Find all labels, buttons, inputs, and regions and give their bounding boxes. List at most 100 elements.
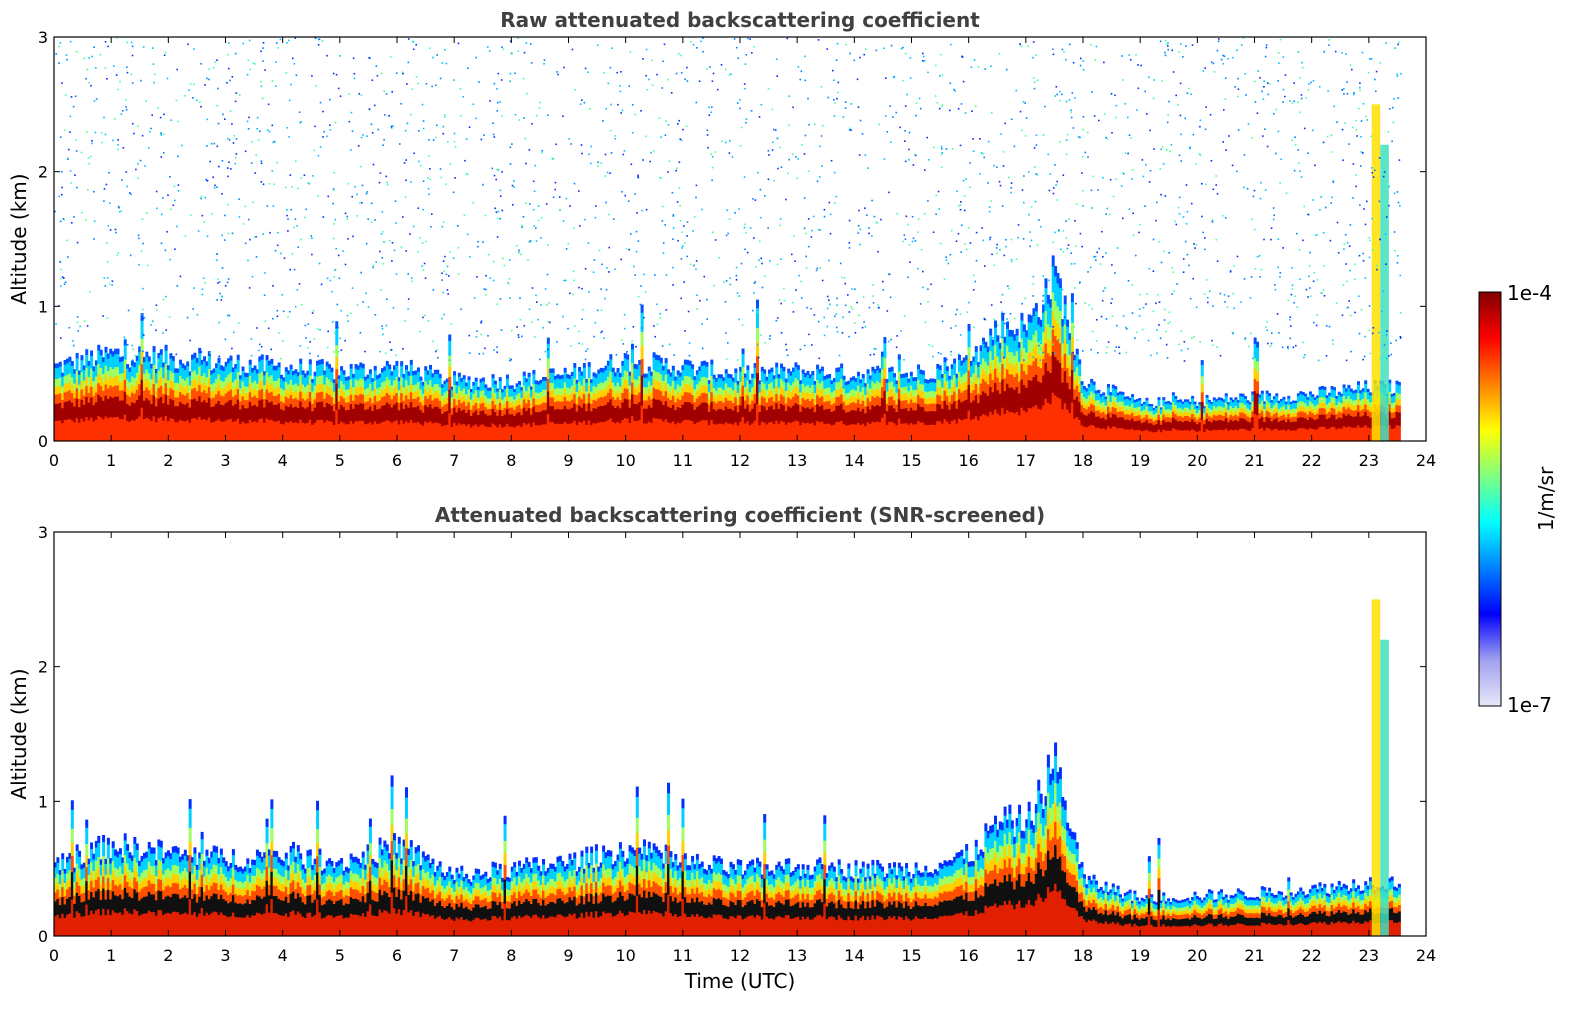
heatmap-cell xyxy=(1337,428,1341,441)
noise-point xyxy=(247,128,250,130)
heatmap-cell xyxy=(1352,390,1356,395)
heatmap-cell xyxy=(1162,429,1166,441)
heatmap-cell xyxy=(811,375,815,386)
heatmap-cell xyxy=(1099,408,1103,414)
heatmap-cell xyxy=(371,410,375,426)
noise-point xyxy=(954,325,957,327)
heatmap-cell xyxy=(294,397,298,408)
heatmap-cell xyxy=(743,423,747,441)
heatmap-cell xyxy=(1205,394,1209,399)
heatmap-cell xyxy=(849,410,853,426)
noise-point xyxy=(509,359,511,362)
heatmap-cell xyxy=(1073,399,1077,420)
heatmap-cell xyxy=(142,390,146,402)
heatmap-cell xyxy=(1063,304,1067,326)
heatmap-cell xyxy=(787,390,791,399)
heatmap-cell xyxy=(679,372,683,378)
heatmap-cell xyxy=(630,415,634,441)
heatmap-cell xyxy=(1224,428,1228,441)
heatmap-cell xyxy=(580,371,584,377)
heatmap-cell xyxy=(292,370,295,376)
heatmap-cell xyxy=(174,397,178,407)
heatmap-cell xyxy=(371,378,375,383)
noise-point xyxy=(394,200,397,202)
heatmap-cell xyxy=(154,383,158,391)
heatmap-cell xyxy=(272,365,276,371)
noise-point xyxy=(903,234,906,236)
heatmap-cell xyxy=(811,392,815,400)
noise-point xyxy=(1337,252,1340,254)
noise-point xyxy=(847,294,849,296)
heatmap-cell xyxy=(1272,414,1276,421)
noise-point xyxy=(1312,199,1314,201)
heatmap-cell xyxy=(212,372,216,384)
heatmap-cell xyxy=(277,362,281,368)
heatmap-cell xyxy=(1090,403,1094,412)
heatmap-cell xyxy=(503,407,507,416)
heatmap-cell xyxy=(97,383,101,396)
noise-point xyxy=(109,202,111,204)
heatmap-cell xyxy=(1369,417,1373,429)
heatmap-cell xyxy=(924,411,928,426)
noise-point xyxy=(448,359,451,361)
noise-point xyxy=(1091,91,1093,93)
heatmap-cell xyxy=(1308,411,1312,418)
heatmap-cell xyxy=(368,383,372,392)
noise-point xyxy=(1320,196,1322,198)
heatmap-cell xyxy=(1123,429,1127,441)
heatmap-cell xyxy=(99,349,103,356)
heatmap-cell xyxy=(455,381,459,386)
noise-point xyxy=(131,54,134,57)
heatmap-cell xyxy=(179,359,183,366)
heatmap-cell xyxy=(580,385,584,393)
heatmap-cell xyxy=(621,376,625,386)
heatmap-cell xyxy=(162,403,166,422)
noise-point xyxy=(1236,170,1238,173)
heatmap-cell xyxy=(323,398,327,408)
heatmap-cell xyxy=(936,363,940,370)
heatmap-cell xyxy=(993,320,997,329)
heatmap-cell xyxy=(1128,410,1132,416)
noise-point xyxy=(1349,224,1352,226)
heatmap-cell xyxy=(1308,428,1312,441)
noise-point xyxy=(288,99,291,102)
heatmap-cell xyxy=(630,363,634,374)
heatmap-cell xyxy=(885,379,889,384)
heatmap-cell xyxy=(1296,407,1300,413)
heatmap-cell xyxy=(633,363,637,369)
heatmap-cell xyxy=(602,397,606,407)
noise-point xyxy=(376,74,379,77)
noise-point xyxy=(603,72,605,74)
heatmap-cell xyxy=(282,381,286,391)
heatmap-cell xyxy=(1121,417,1125,429)
heatmap-cell xyxy=(1022,331,1026,349)
noise-point xyxy=(951,148,954,150)
heatmap-cell xyxy=(981,358,985,370)
heatmap-cell xyxy=(513,389,517,393)
noise-point xyxy=(1319,209,1321,211)
heatmap-cell xyxy=(919,391,923,399)
heatmap-cell xyxy=(609,359,613,373)
heatmap-cell xyxy=(1347,388,1351,397)
heatmap-cell xyxy=(1246,402,1250,409)
heatmap-cell xyxy=(1248,402,1252,405)
heatmap-cell xyxy=(780,363,784,369)
heatmap-cell xyxy=(207,387,211,399)
heatmap-cell xyxy=(263,399,267,408)
heatmap-cell xyxy=(606,420,610,441)
heatmap-cell xyxy=(106,399,110,419)
heatmap-cell xyxy=(366,374,370,380)
heatmap-cell xyxy=(227,374,231,384)
heatmap-cell xyxy=(224,366,228,379)
heatmap-cell xyxy=(722,381,726,391)
heatmap-cell xyxy=(417,396,421,407)
noise-point xyxy=(710,153,712,155)
heatmap-cell xyxy=(56,394,60,405)
heatmap-cell xyxy=(1073,418,1077,441)
heatmap-cell xyxy=(638,384,642,393)
heatmap-cell xyxy=(715,424,719,441)
heatmap-cell xyxy=(1126,419,1130,430)
noise-point xyxy=(254,172,257,174)
heatmap-cell xyxy=(1094,410,1098,418)
heatmap-cell xyxy=(1167,430,1171,441)
